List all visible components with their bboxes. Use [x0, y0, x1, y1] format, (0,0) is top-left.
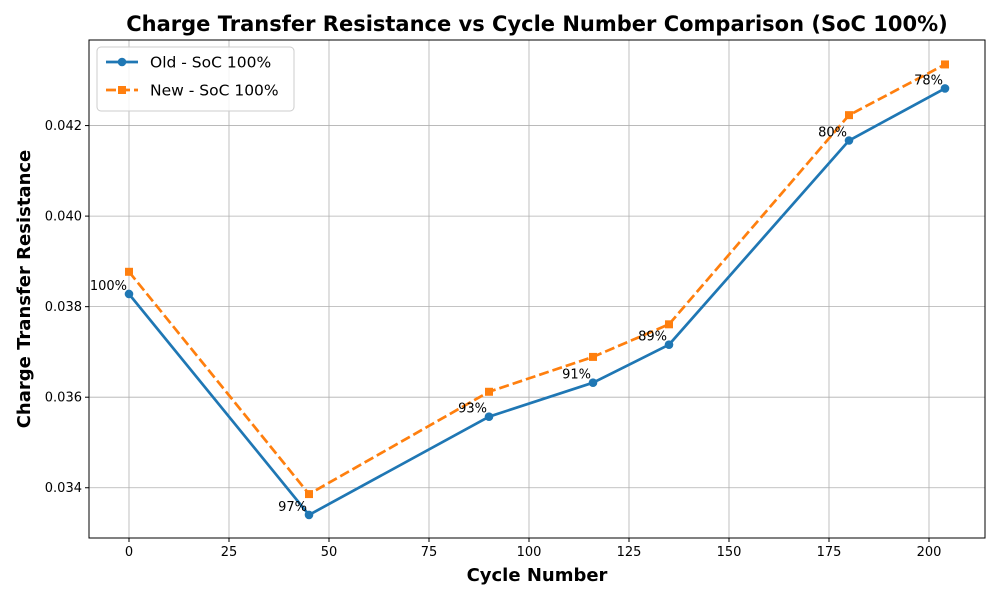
series-2-marker — [845, 111, 853, 120]
y-tick-label: 0.034 — [45, 481, 82, 496]
y-axis-label: Charge Transfer Resistance — [14, 150, 35, 429]
series-1-marker — [940, 84, 950, 93]
x-tick-label: 175 — [817, 545, 842, 560]
series-layer — [124, 60, 950, 520]
point-labels: 100% 97% 93% 91% 89% 80% 78% — [90, 73, 943, 514]
x-tick-label: 25 — [221, 545, 238, 560]
series-1-marker — [664, 340, 674, 349]
point-label: 97% — [278, 500, 307, 515]
legend-box — [96, 46, 295, 112]
series-1-marker — [124, 289, 134, 299]
series-2-marker — [125, 267, 133, 276]
y-tick-label: 0.038 — [45, 300, 82, 315]
series-2-marker — [941, 60, 949, 69]
point-label: 80% — [818, 126, 847, 141]
series-1-marker — [304, 510, 314, 520]
y-axis-ticks: 0.034 0.036 0.038 0.040 0.042 — [45, 119, 89, 496]
y-tick-label: 0.042 — [45, 119, 82, 134]
x-tick-label: 50 — [321, 545, 338, 560]
point-label: 89% — [638, 330, 667, 345]
plot-area — [88, 39, 986, 539]
point-label: 78% — [914, 73, 943, 88]
chart-title: Charge Transfer Resistance vs Cycle Numb… — [126, 12, 947, 36]
legend-marker-1 — [117, 57, 127, 67]
y-tick-label: 0.040 — [45, 210, 82, 225]
x-tick-label: 0 — [125, 545, 133, 560]
x-tick-label: 150 — [717, 545, 742, 560]
series-1-marker — [484, 412, 494, 421]
series-1-marker — [844, 136, 854, 145]
x-axis-ticks: 0 25 50 75 100 125 150 175 200 — [125, 538, 942, 560]
legend-label: Old - SoC 100% — [150, 54, 271, 72]
grid — [89, 40, 985, 538]
legend: Old - SoC 100% New - SoC 100% — [96, 46, 295, 112]
x-tick-label: 200 — [917, 545, 942, 560]
series-2-marker — [485, 387, 493, 396]
series-line-1 — [127, 87, 946, 517]
x-tick-label: 75 — [421, 545, 438, 560]
legend-label: New - SoC 100% — [150, 82, 279, 100]
x-tick-label: 125 — [617, 545, 642, 560]
x-tick-label: 100 — [517, 545, 542, 560]
legend-marker-2 — [118, 86, 126, 94]
point-label: 93% — [458, 402, 487, 417]
series-1-marker — [588, 378, 598, 388]
point-label: 100% — [90, 279, 127, 294]
y-tick-label: 0.036 — [45, 391, 82, 406]
series-2-marker — [665, 320, 673, 329]
point-label: 91% — [562, 368, 591, 383]
x-axis-label: Cycle Number — [467, 565, 608, 586]
series-2-marker — [305, 490, 313, 499]
series-2-marker — [589, 352, 597, 361]
